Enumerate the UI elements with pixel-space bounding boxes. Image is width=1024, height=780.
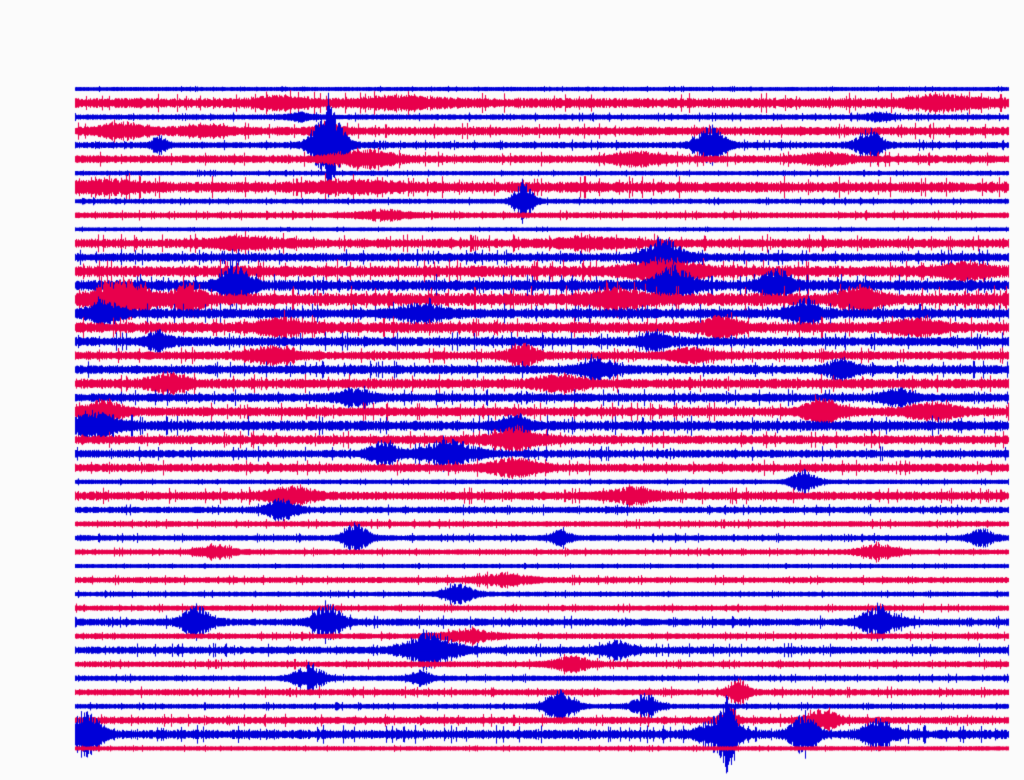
seismogram-traces xyxy=(0,0,1024,780)
helicorder-page: 1Y Livadero Applied filter: WWSSN-SP 202… xyxy=(0,0,1024,780)
